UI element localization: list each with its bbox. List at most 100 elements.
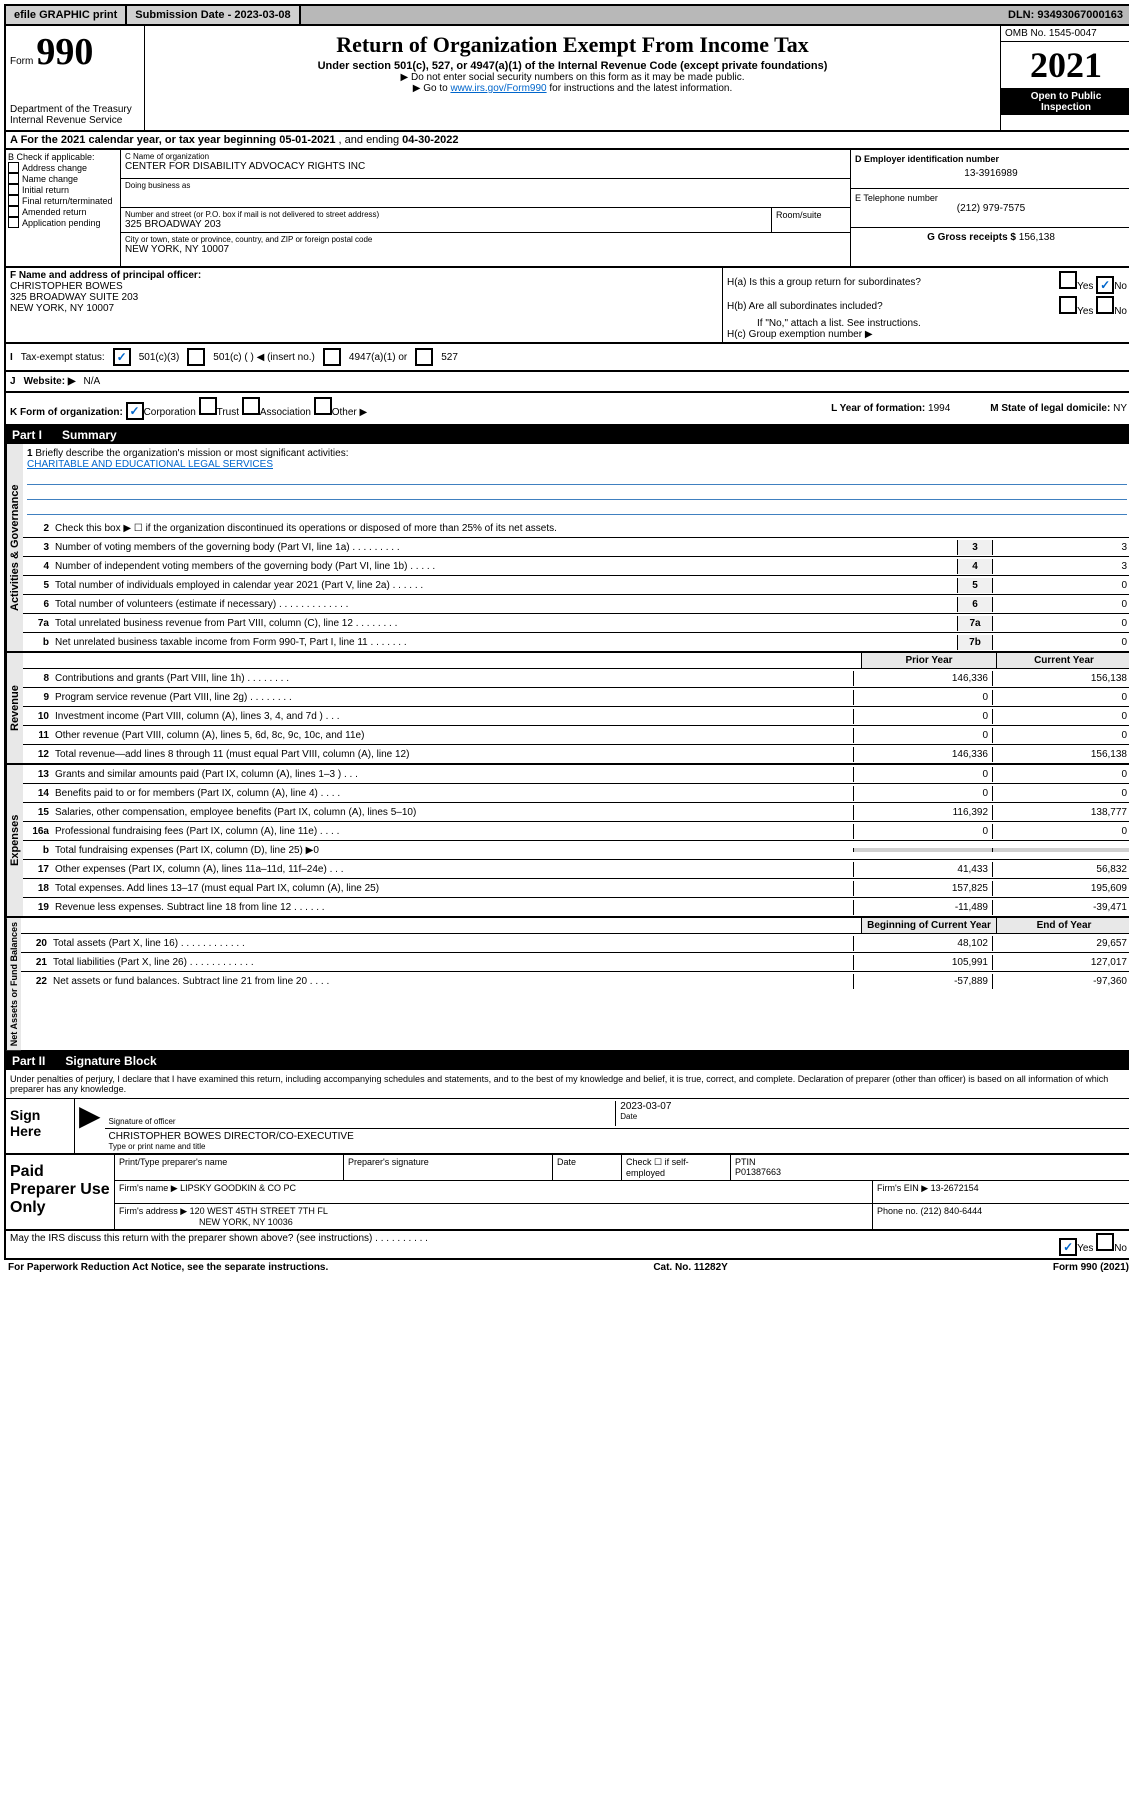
org-name: CENTER FOR DISABILITY ADVOCACY RIGHTS IN…: [125, 161, 846, 172]
gross-row: G Gross receipts $ 156,138: [851, 228, 1129, 266]
ha-label: H(a) Is this a group return for subordin…: [727, 277, 921, 288]
city-row: City or town, state or province, country…: [121, 233, 850, 261]
col-c: C Name of organization CENTER FOR DISABI…: [121, 150, 851, 266]
chk-assoc[interactable]: [242, 397, 260, 415]
exp-line-b: bTotal fundraising expenses (Part IX, co…: [23, 841, 1129, 860]
goto-prefix: ▶ Go to: [413, 83, 451, 94]
chk-initial-return[interactable]: Initial return: [8, 184, 118, 195]
hb-label: H(b) Are all subordinates included?: [727, 301, 883, 312]
submission-label: Submission Date -: [135, 9, 234, 21]
expenses-section: Expenses 13Grants and similar amounts pa…: [4, 765, 1129, 918]
city-value: NEW YORK, NY 10007: [125, 244, 846, 255]
part2-header: Part II Signature Block: [4, 1052, 1129, 1070]
preparer-row1: Print/Type preparer's name Preparer's si…: [115, 1155, 1129, 1181]
officer-name: CHRISTOPHER BOWES: [10, 281, 718, 292]
print-name-label: Print/Type preparer's name: [115, 1155, 344, 1180]
preparer-sig-label: Preparer's signature: [344, 1155, 553, 1180]
gross-value: 156,138: [1019, 232, 1055, 243]
chk-trust[interactable]: [199, 397, 217, 415]
row-i: I Tax-exempt status: ✓501(c)(3) 501(c) (…: [4, 344, 1129, 372]
preparer-row2: Firm's name ▶ LIPSKY GOODKIN & CO PC Fir…: [115, 1181, 1129, 1204]
sign-here-row: Sign Here ▶ Signature of officer 2023-03…: [6, 1098, 1129, 1153]
goto-suffix: for instructions and the latest informat…: [549, 83, 732, 94]
ptin-label: PTIN: [735, 1157, 756, 1167]
exp-line-13: 13Grants and similar amounts paid (Part …: [23, 765, 1129, 784]
mission-text[interactable]: CHARITABLE AND EDUCATIONAL LEGAL SERVICE…: [27, 459, 273, 470]
dba-row: Doing business as: [121, 179, 850, 208]
chk-527[interactable]: [415, 348, 433, 366]
row-a-mid: , and ending: [339, 134, 403, 146]
row-a-begin: 05-01-2021: [279, 134, 335, 146]
yes-label: Yes: [1077, 1243, 1093, 1254]
net-line-20: 20Total assets (Part X, line 16) . . . .…: [21, 934, 1129, 953]
irs-link[interactable]: www.irs.gov/Form990: [450, 83, 546, 94]
end-year-header: End of Year: [996, 918, 1129, 933]
sig-officer-label: Signature of officer: [109, 1117, 616, 1126]
efile-print-button[interactable]: efile GRAPHIC print: [6, 6, 127, 24]
chk-501c[interactable]: [187, 348, 205, 366]
col-h: H(a) Is this a group return for subordin…: [723, 268, 1129, 342]
officer-addr1: 325 BROADWAY SUITE 203: [10, 292, 718, 303]
firm-name: LIPSKY GOODKIN & CO PC: [180, 1183, 296, 1193]
preparer-row3: Firm's address ▶ 120 WEST 45TH STREET 7T…: [115, 1204, 1129, 1229]
submission-date-button[interactable]: Submission Date - 2023-03-08: [127, 6, 300, 24]
col-b-label: B Check if applicable:: [8, 152, 118, 162]
chk-final-return[interactable]: Final return/terminated: [8, 195, 118, 206]
revenue-vlabel: Revenue: [6, 653, 23, 763]
gov-line-b: bNet unrelated business taxable income f…: [23, 633, 1129, 651]
city-label: City or town, state or province, country…: [125, 235, 846, 244]
chk-label: Final return/terminated: [22, 196, 113, 206]
section-bcde: B Check if applicable: Address change Na…: [4, 150, 1129, 268]
org-name-row: C Name of organization CENTER FOR DISABI…: [121, 150, 850, 179]
chk-application-pending[interactable]: Application pending: [8, 217, 118, 228]
firm-phone: (212) 840-6444: [921, 1206, 983, 1216]
firm-phone-label: Phone no.: [877, 1206, 921, 1216]
ha-yes[interactable]: [1059, 271, 1077, 289]
firm-addr-label: Firm's address ▶: [119, 1206, 190, 1216]
arrow-icon: ▶: [75, 1099, 105, 1153]
revenue-section: Revenue Prior Year Current Year 8Contrib…: [4, 653, 1129, 765]
officer-addr2: NEW YORK, NY 10007: [10, 303, 718, 314]
sig-name-label: Type or print name and title: [109, 1142, 1127, 1151]
phone-value: (212) 979-7575: [855, 203, 1127, 214]
header-right: OMB No. 1545-0047 2021 Open to Public In…: [1000, 26, 1129, 130]
opt-501c: 501(c) ( ) ◀ (insert no.): [213, 352, 315, 363]
tax-exempt-label: Tax-exempt status:: [21, 352, 105, 363]
discuss-yes[interactable]: ✓: [1059, 1238, 1077, 1256]
ha-no[interactable]: ✓: [1096, 276, 1114, 294]
header-left: Form 990 Department of the Treasury Inte…: [6, 26, 145, 130]
line2-desc: Check this box ▶ ☐ if the organization d…: [51, 521, 1129, 536]
col-f: F Name and address of principal officer:…: [6, 268, 723, 342]
h-a-row: H(a) Is this a group return for subordin…: [727, 270, 1127, 295]
top-bar: efile GRAPHIC print Submission Date - 20…: [4, 4, 1129, 26]
gov-line-7a: 7aTotal unrelated business revenue from …: [23, 614, 1129, 633]
chk-address-change[interactable]: Address change: [8, 162, 118, 173]
submission-date: 2023-03-08: [234, 9, 290, 21]
form-header: Form 990 Department of the Treasury Inte…: [4, 26, 1129, 132]
hb-no[interactable]: [1096, 296, 1114, 314]
chk-name-change[interactable]: Name change: [8, 173, 118, 184]
irs-label: Internal Revenue Service: [10, 115, 140, 126]
opt-4947: 4947(a)(1) or: [349, 352, 407, 363]
paperwork-notice: For Paperwork Reduction Act Notice, see …: [8, 1262, 328, 1273]
current-year-header: Current Year: [996, 653, 1129, 668]
chk-501c3[interactable]: ✓: [113, 348, 131, 366]
begin-year-header: Beginning of Current Year: [861, 918, 996, 933]
opt-501c3: 501(c)(3): [139, 352, 180, 363]
chk-corp[interactable]: ✓: [126, 402, 144, 420]
chk-label: Name change: [22, 174, 78, 184]
gov-line-3: 3Number of voting members of the governi…: [23, 538, 1129, 557]
chk-other[interactable]: [314, 397, 332, 415]
hb-yes[interactable]: [1059, 296, 1077, 314]
mission-label: Briefly describe the organization's miss…: [35, 448, 348, 459]
chk-4947[interactable]: [323, 348, 341, 366]
row-j-label: J: [10, 376, 16, 387]
hc-label: H(c) Group exemption number ▶: [727, 329, 1127, 340]
state-domicile: NY: [1113, 403, 1127, 414]
opt-assoc: Association: [260, 407, 311, 418]
rev-line-8: 8Contributions and grants (Part VIII, li…: [23, 669, 1129, 688]
discuss-no[interactable]: [1096, 1233, 1114, 1251]
chk-label: Address change: [22, 163, 87, 173]
year-formation: 1994: [928, 403, 950, 414]
chk-amended-return[interactable]: Amended return: [8, 206, 118, 217]
